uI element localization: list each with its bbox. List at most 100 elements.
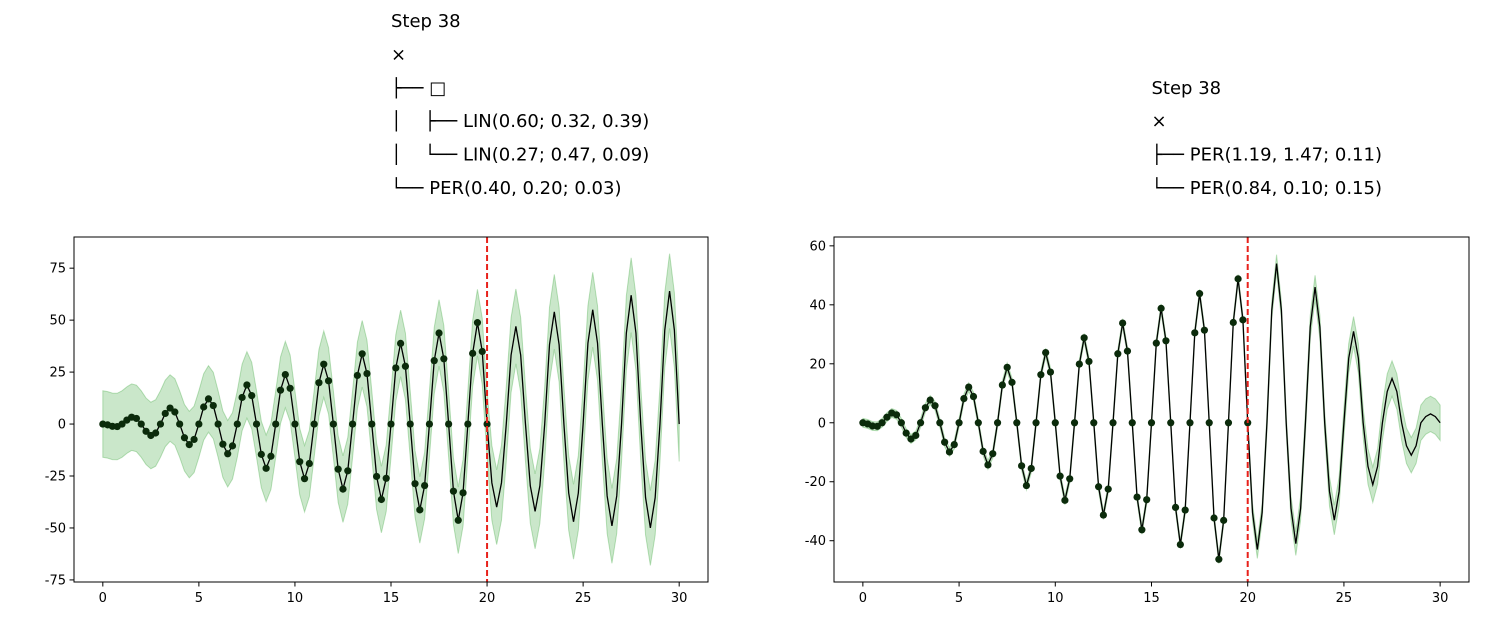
observation bbox=[238, 393, 246, 402]
observation bbox=[1224, 419, 1233, 427]
observation bbox=[406, 420, 414, 428]
y-tick-label: -50 bbox=[45, 521, 66, 536]
observation bbox=[974, 419, 982, 427]
observation bbox=[228, 442, 237, 450]
observation bbox=[955, 419, 963, 427]
observation bbox=[305, 459, 313, 468]
observation bbox=[132, 414, 141, 423]
observation bbox=[1138, 526, 1146, 534]
observation bbox=[897, 419, 905, 427]
y-tick-label: 75 bbox=[49, 262, 66, 277]
observation bbox=[1018, 462, 1026, 470]
observation bbox=[142, 427, 150, 435]
observation bbox=[421, 481, 429, 490]
observation bbox=[979, 447, 987, 455]
observation bbox=[921, 404, 930, 412]
x-tick-label: 20 bbox=[479, 591, 496, 606]
observation bbox=[161, 409, 169, 418]
observation bbox=[171, 408, 179, 416]
observation bbox=[902, 429, 910, 437]
observation bbox=[425, 420, 434, 428]
observation bbox=[454, 516, 462, 524]
plot-area bbox=[99, 237, 680, 582]
observation bbox=[166, 404, 174, 412]
observation bbox=[387, 420, 395, 428]
observation bbox=[1152, 339, 1160, 347]
observation bbox=[1210, 514, 1218, 522]
y-tick-label: 60 bbox=[809, 239, 826, 254]
observation bbox=[372, 472, 381, 481]
observation bbox=[1171, 503, 1180, 511]
observation bbox=[1051, 419, 1059, 427]
title-line: × bbox=[1152, 111, 1167, 132]
x-tick-label: 15 bbox=[383, 591, 400, 606]
observation bbox=[912, 431, 920, 440]
plot-area bbox=[859, 237, 1441, 582]
confidence-band bbox=[862, 254, 1441, 564]
observation bbox=[392, 364, 400, 372]
observation bbox=[1027, 464, 1035, 473]
observation bbox=[1099, 511, 1107, 519]
observation bbox=[984, 461, 992, 469]
observation bbox=[137, 420, 145, 428]
observation bbox=[252, 420, 261, 428]
observation bbox=[209, 401, 217, 410]
observation bbox=[1085, 357, 1093, 366]
observation bbox=[430, 357, 438, 365]
observation bbox=[1167, 419, 1175, 427]
observation bbox=[200, 403, 208, 411]
observation bbox=[459, 489, 467, 497]
y-tick-label: 50 bbox=[49, 314, 66, 329]
observation bbox=[190, 435, 198, 444]
observation bbox=[1162, 337, 1170, 345]
x-tick-label: 15 bbox=[1143, 591, 1160, 606]
y-tick-label: 25 bbox=[49, 366, 66, 381]
observation bbox=[1128, 419, 1136, 427]
observation bbox=[1075, 360, 1083, 368]
observation bbox=[272, 420, 280, 428]
observation bbox=[1176, 540, 1184, 549]
observation bbox=[329, 420, 337, 428]
observation bbox=[1220, 516, 1228, 524]
observation bbox=[1061, 496, 1069, 504]
observation bbox=[1090, 419, 1098, 427]
y-tick-label: 20 bbox=[809, 357, 826, 372]
observation bbox=[1094, 483, 1103, 491]
title-line: Step 38 bbox=[1152, 78, 1222, 99]
observation bbox=[993, 419, 1002, 427]
observation bbox=[156, 420, 165, 428]
observation bbox=[320, 360, 328, 368]
observation bbox=[1046, 368, 1055, 376]
observation bbox=[152, 429, 160, 437]
observation bbox=[1157, 304, 1165, 312]
observation bbox=[449, 487, 458, 495]
observation bbox=[233, 420, 241, 428]
axes-frame bbox=[833, 236, 1470, 583]
observation bbox=[473, 319, 482, 327]
observation bbox=[281, 370, 289, 379]
observation bbox=[883, 413, 891, 421]
observation bbox=[363, 369, 371, 378]
observation bbox=[344, 467, 352, 475]
observation bbox=[1147, 419, 1156, 427]
observation bbox=[998, 381, 1006, 389]
observation bbox=[1008, 378, 1016, 386]
observation bbox=[941, 438, 949, 446]
title-line: └── PER(0.84, 0.10; 0.15) bbox=[1152, 177, 1382, 199]
x-tick-label: 20 bbox=[1239, 591, 1256, 606]
x-tick-label: 30 bbox=[1432, 591, 1449, 606]
observation bbox=[401, 362, 410, 370]
y-tick-label: -25 bbox=[45, 470, 66, 485]
subplot: 0 5 10 15 20 25 30 -75 -50 -25 0 25 50 75 Step 38 × ├── … bbox=[45, 11, 709, 606]
x-tick-label: 25 bbox=[1336, 591, 1353, 606]
observation bbox=[185, 441, 193, 449]
observation bbox=[416, 506, 424, 514]
title-line: ├── □ bbox=[391, 77, 446, 99]
observation bbox=[176, 420, 184, 428]
observation bbox=[243, 381, 251, 389]
x-tick-label: 10 bbox=[287, 591, 304, 606]
observation bbox=[397, 339, 405, 348]
observation bbox=[1070, 419, 1079, 427]
observation bbox=[300, 475, 309, 483]
